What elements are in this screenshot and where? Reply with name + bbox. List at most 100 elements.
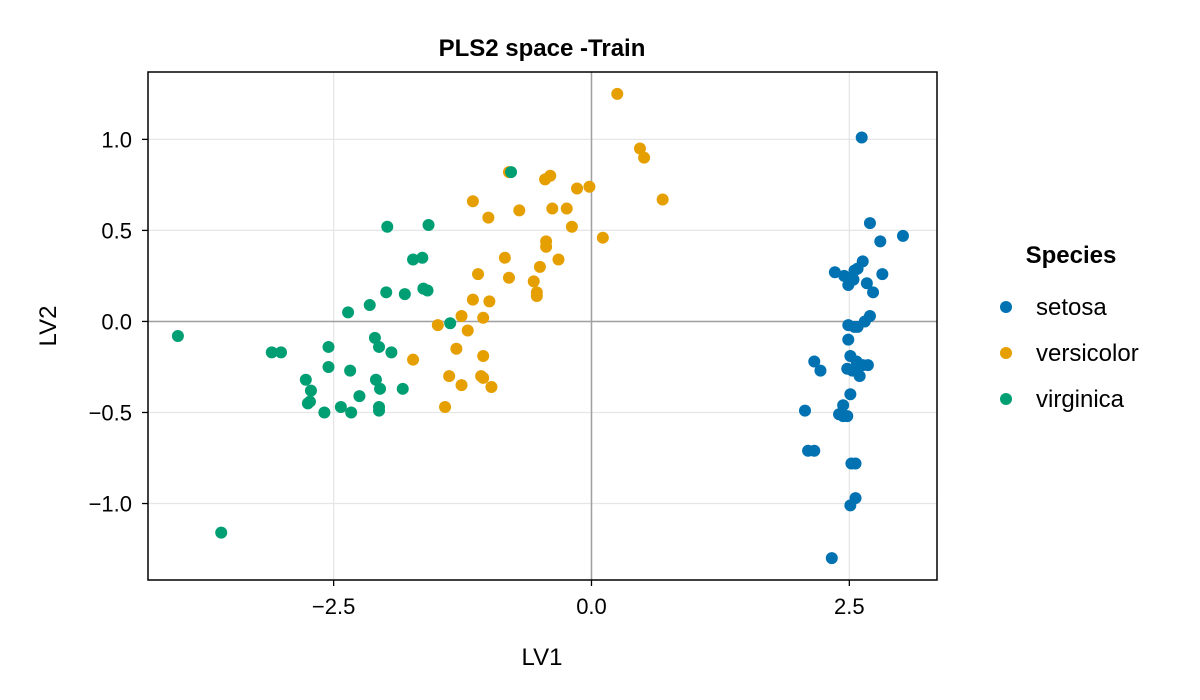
data-point xyxy=(381,220,394,233)
data-point xyxy=(656,193,669,206)
data-point xyxy=(398,288,411,301)
legend-items: setosa versicolor virginica xyxy=(1000,294,1139,413)
data-point xyxy=(896,229,909,242)
data-point xyxy=(825,552,838,565)
data-point xyxy=(571,182,584,195)
x-tick-label: 0.0 xyxy=(576,594,607,619)
data-point xyxy=(848,264,861,277)
data-point xyxy=(860,277,873,290)
data-point xyxy=(363,299,376,312)
data-point xyxy=(443,370,456,383)
data-point xyxy=(466,293,479,306)
data-point xyxy=(477,350,490,363)
data-point xyxy=(374,382,387,395)
data-point xyxy=(407,253,420,266)
data-point xyxy=(477,371,490,384)
data-point xyxy=(477,311,490,324)
data-point xyxy=(502,271,515,284)
data-point xyxy=(334,401,347,414)
data-point xyxy=(407,353,420,366)
data-point xyxy=(345,406,358,419)
legend-label-setosa: setosa xyxy=(1036,294,1107,321)
data-point xyxy=(369,373,382,386)
data-point xyxy=(461,324,474,337)
zero-lines xyxy=(148,72,937,580)
legend: Species setosa versicolor virginica xyxy=(1000,242,1139,413)
plot-frame xyxy=(147,71,938,581)
x-tick-label: −2.5 xyxy=(312,594,355,619)
data-point xyxy=(342,306,355,319)
data-point xyxy=(808,355,821,368)
series-virginica xyxy=(171,166,518,539)
data-point xyxy=(380,286,393,299)
data-point xyxy=(466,195,479,208)
legend-label-virginica: virginica xyxy=(1036,386,1125,413)
data-point xyxy=(301,397,314,410)
data-point xyxy=(583,180,596,193)
y-axis-ticks: −1.0 −0.5 0.0 0.5 1.0 xyxy=(89,127,148,517)
grid-lines xyxy=(148,72,937,580)
data-point xyxy=(544,169,557,182)
data-point xyxy=(275,346,288,359)
data-point xyxy=(265,346,278,359)
series-versicolor xyxy=(407,87,669,414)
data-point xyxy=(849,457,862,470)
data-point xyxy=(814,364,827,377)
data-point xyxy=(322,360,335,373)
data-point xyxy=(837,410,850,423)
y-tick-label: 1.0 xyxy=(101,127,132,152)
data-point xyxy=(533,260,546,273)
data-point xyxy=(842,333,855,346)
data-point xyxy=(396,382,409,395)
data-point xyxy=(540,240,553,253)
data-point xyxy=(455,379,468,392)
data-point xyxy=(838,269,851,282)
data-point xyxy=(373,404,386,417)
data-point xyxy=(304,384,317,397)
data-point xyxy=(844,499,857,512)
data-point xyxy=(867,286,880,299)
data-point xyxy=(546,202,559,215)
x-tick-label: 2.5 xyxy=(834,594,865,619)
y-tick-label: 0.5 xyxy=(101,218,132,243)
data-point xyxy=(530,289,543,302)
legend-label-versicolor: versicolor xyxy=(1036,340,1139,367)
y-tick-label: −1.0 xyxy=(89,492,132,517)
data-point xyxy=(368,331,381,344)
data-point xyxy=(863,217,876,230)
x-axis-label: LV1 xyxy=(522,644,563,671)
data-point xyxy=(828,266,841,279)
y-tick-label: −0.5 xyxy=(89,400,132,425)
data-point xyxy=(450,342,463,355)
data-point xyxy=(527,275,540,288)
data-point xyxy=(565,220,578,233)
data-point xyxy=(299,373,312,386)
chart-title: PLS2 space -Train xyxy=(439,35,646,62)
data-point xyxy=(638,151,651,164)
data-point xyxy=(498,251,511,264)
data-point xyxy=(171,330,184,343)
data-point xyxy=(876,268,889,281)
data-point xyxy=(431,319,444,332)
data-point xyxy=(505,166,518,179)
legend-marker-versicolor xyxy=(1000,347,1012,359)
data-point xyxy=(455,309,468,322)
data-point xyxy=(482,211,495,224)
data-point xyxy=(874,235,887,248)
data-point xyxy=(444,317,457,330)
data-point xyxy=(798,404,811,417)
data-point xyxy=(422,218,435,231)
data-point xyxy=(596,231,609,244)
data-point xyxy=(421,284,434,297)
x-axis-ticks: −2.5 0.0 2.5 xyxy=(312,580,865,619)
data-point xyxy=(808,444,821,457)
data-point xyxy=(416,251,429,264)
data-point xyxy=(322,340,335,353)
data-point xyxy=(633,142,646,155)
data-point xyxy=(560,202,573,215)
data-point xyxy=(318,406,331,419)
data-point xyxy=(855,131,868,144)
data-point xyxy=(861,359,874,372)
data-point xyxy=(472,268,485,281)
